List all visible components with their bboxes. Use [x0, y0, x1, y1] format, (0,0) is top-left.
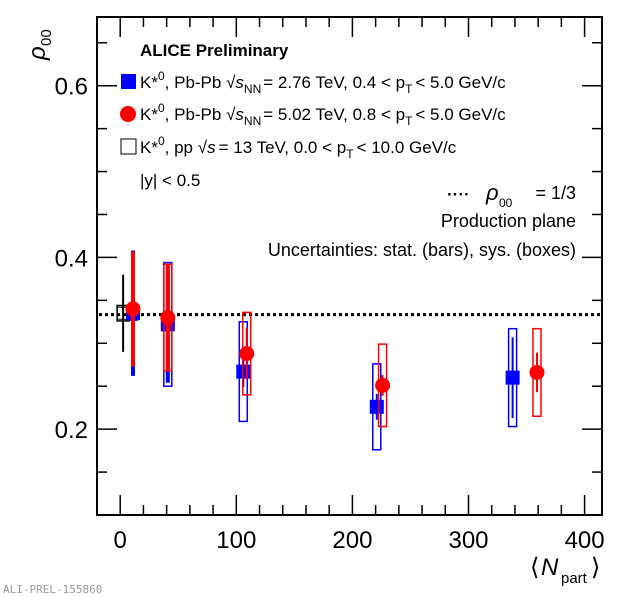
y-axis-label-sub: 00: [38, 29, 55, 46]
legend-entry-2: K*0, pp √s = 13 TeV, 0.0 < pT < 10.0 GeV/c: [140, 134, 457, 161]
legend-kstar: K*: [140, 73, 158, 92]
legend-entry-0-s: s: [235, 73, 244, 92]
legend-entry-0-sub: NN: [244, 82, 261, 96]
x-tick-label: 300: [448, 527, 488, 554]
data-marks: [116, 250, 545, 451]
y-tick-label: 0.6: [55, 74, 88, 101]
y-axis-label: ρ 00: [24, 29, 55, 61]
legend: ALICE Preliminary K*0, Pb-Pb √sNN = 2.76 …: [120, 41, 506, 190]
legend-entry-0: K*0, Pb-Pb √sNN = 2.76 TeV, 0.4 < pT < 5.0…: [140, 69, 506, 96]
data-point-square: [505, 370, 520, 385]
legend-kstar: K*: [140, 105, 158, 124]
legend-kstar-sup: 0: [158, 134, 165, 148]
legend-entry-2-prefix-rest: , pp: [165, 138, 198, 157]
legend-rapidity: |y| < 0.5: [140, 171, 200, 190]
legend-entry-2-tail: < 10.0 GeV/c: [357, 138, 457, 157]
legend-entry-1-tail: < 5.0 GeV/c: [415, 105, 506, 124]
uncertainties-label: Uncertainties: stat. (bars), sys. (boxes…: [268, 240, 576, 260]
axis-tick-labels: 0 100 200 300 400 0.2 0.4 0.6: [55, 74, 605, 554]
series-1: [125, 251, 545, 428]
legend-entry-1-sub: NN: [244, 114, 261, 128]
legend-header: ALICE Preliminary: [140, 41, 289, 60]
legend-marker-open-square-icon: [120, 138, 137, 155]
x-axis-label-n: N: [541, 554, 559, 581]
data-point-circle: [375, 377, 391, 393]
data-point-square: [369, 399, 384, 414]
legend-entry-2-pt-sub: T: [346, 147, 354, 161]
legend-entry-1-energy: = 5.02 TeV, 0.8 < p: [263, 105, 405, 124]
legend-entry-0-tail: < 5.0 GeV/c: [415, 73, 506, 92]
x-axis-label-close: ⟩: [591, 554, 600, 581]
data-point-circle: [160, 310, 176, 326]
legend-entry-1-prefix-rest: , Pb-Pb: [165, 105, 226, 124]
legend-entry-1-s: s: [235, 105, 244, 124]
y-tick-label: 0.4: [55, 245, 88, 272]
sqrt-sign-icon: √: [198, 138, 208, 157]
production-plane-label: Production plane: [441, 211, 576, 231]
legend-kstar-sup: 0: [158, 101, 165, 115]
data-point-circle: [239, 346, 255, 362]
x-tick-label: 100: [216, 527, 256, 554]
sqrt-sign-icon: √: [226, 73, 236, 92]
legend-entry-2-energy: = 13 TeV, 0.0 < p: [219, 138, 347, 157]
data-point-circle: [529, 364, 545, 380]
x-tick-label: 0: [114, 527, 127, 554]
legend-marker-blue-square-icon: [121, 74, 136, 89]
watermark: ALI-PREL-155860: [3, 583, 102, 596]
plot-frame: [96, 16, 603, 516]
data-point-circle: [125, 301, 141, 317]
ref-line-legend-value: = 1/3: [535, 183, 576, 203]
x-axis-label-sub: part: [561, 570, 588, 587]
x-tick-label: 200: [332, 527, 372, 554]
ref-line-legend-rho: ρ: [485, 180, 499, 205]
sqrt-sign-icon: √: [226, 105, 236, 124]
axis-ticks: [96, 17, 602, 516]
x-tick-label: 400: [565, 527, 605, 554]
legend-entry-2-s: s: [207, 138, 216, 157]
legend-entry-0-prefix-rest: , Pb-Pb: [165, 73, 226, 92]
y-tick-label: 0.2: [55, 417, 88, 444]
legend-entry-1-pt-sub: T: [405, 114, 413, 128]
annotations: ···· ρ 00 = 1/3 Production plane Uncerta…: [268, 180, 576, 260]
y-axis-label-rho: ρ: [24, 46, 51, 61]
x-axis-label-open: ⟨: [530, 554, 539, 581]
legend-entry-0-energy: = 2.76 TeV, 0.4 < p: [263, 73, 405, 92]
legend-kstar-sup: 0: [158, 69, 165, 83]
legend-marker-red-circle-icon: [120, 106, 136, 122]
legend-entry-0-pt-sub: T: [405, 82, 413, 96]
series-0: [125, 250, 520, 451]
ref-line-legend-dash: ····: [447, 185, 470, 204]
ref-line-legend-sub: 00: [499, 196, 513, 210]
x-axis-label: ⟨ N part ⟩: [530, 554, 600, 587]
legend-entry-1: K*0, Pb-Pb √sNN = 5.02 TeV, 0.8 < pT < 5.0…: [140, 101, 506, 128]
legend-kstar: K*: [140, 138, 158, 157]
